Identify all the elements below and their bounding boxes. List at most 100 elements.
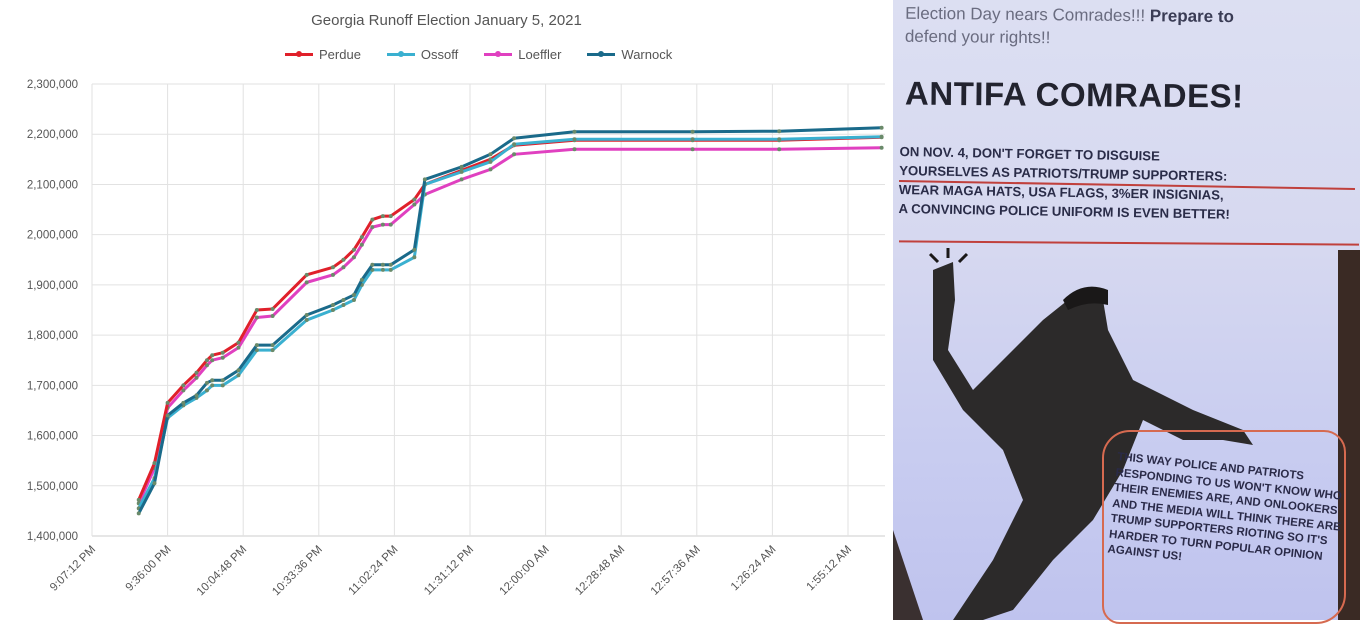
data-point-loeffler — [488, 167, 493, 172]
data-point-ossoff — [254, 348, 259, 353]
series-line-perdue — [137, 135, 882, 501]
x-tick-label: 12:57:36 AM — [649, 544, 703, 598]
data-point-ossoff — [236, 373, 241, 378]
data-point-ossoff — [512, 142, 517, 147]
data-point-ossoff — [220, 383, 225, 388]
data-point-loeffler — [879, 145, 884, 150]
data-point-warnock — [412, 247, 417, 252]
data-point-warnock — [370, 262, 375, 267]
legend-label: Warnock — [621, 47, 673, 62]
y-tick-label: 1,700,000 — [27, 380, 78, 392]
y-tick-label: 2,200,000 — [27, 129, 78, 141]
data-point-warnock — [204, 380, 209, 385]
data-point-perdue — [152, 461, 157, 466]
x-tick-label: 12:00:00 AM — [498, 544, 552, 598]
flyer-photo: Election Day nears Comrades!!! Prepare t… — [893, 0, 1360, 620]
data-point-loeffler — [370, 225, 375, 230]
data-point-warnock — [351, 292, 356, 297]
data-point-warnock — [690, 129, 695, 134]
data-point-ossoff — [388, 267, 393, 272]
data-point-warnock — [488, 152, 493, 157]
data-point-loeffler — [388, 222, 393, 227]
data-point-warnock — [152, 481, 157, 486]
legend-swatch — [484, 51, 513, 57]
data-point-perdue — [181, 383, 186, 388]
chart-title: Georgia Runoff Election January 5, 2021 — [311, 12, 582, 29]
data-point-loeffler — [304, 280, 309, 285]
data-point-loeffler — [254, 315, 259, 320]
legend-item-perdue: Perdue — [285, 47, 361, 62]
y-tick-label: 2,300,000 — [27, 79, 78, 91]
data-point-warnock — [220, 378, 225, 383]
data-point-ossoff — [210, 383, 215, 388]
data-point-loeffler — [341, 265, 346, 270]
data-point-loeffler — [572, 147, 577, 152]
data-point-warnock — [236, 368, 241, 373]
y-tick-label: 1,900,000 — [27, 280, 78, 292]
data-point-warnock — [879, 125, 884, 130]
data-point-warnock — [270, 343, 275, 348]
data-point-ossoff — [412, 255, 417, 260]
data-point-warnock — [459, 164, 464, 169]
data-point-ossoff — [304, 318, 309, 323]
data-point-perdue — [330, 265, 335, 270]
legend-item-loeffler: Loeffler — [484, 47, 561, 62]
data-point-perdue — [254, 308, 259, 312]
legend-swatch — [386, 51, 415, 57]
rioter-silhouette-illustration — [893, 248, 1360, 620]
data-point-loeffler — [330, 272, 335, 277]
data-point-warnock — [181, 400, 186, 405]
x-tick-label: 11:31:12 PM — [422, 544, 476, 598]
data-point-warnock — [572, 129, 577, 134]
data-point-perdue — [388, 214, 393, 219]
data-point-warnock — [165, 413, 170, 418]
data-point-loeffler — [220, 355, 225, 360]
series-line-loeffler — [137, 146, 882, 504]
data-point-ossoff — [204, 388, 209, 393]
data-point-ossoff — [380, 267, 385, 272]
data-point-perdue — [351, 247, 356, 252]
chart-legend: Perdue Ossoff Loeffler Warnock — [285, 47, 672, 62]
data-point-loeffler — [512, 152, 517, 157]
data-point-warnock — [254, 343, 259, 348]
data-point-perdue — [380, 214, 385, 219]
data-point-warnock — [304, 313, 309, 318]
data-point-ossoff — [341, 302, 346, 307]
data-point-ossoff — [690, 137, 695, 142]
legend-label: Perdue — [319, 47, 361, 62]
x-tick-label: 9:07:12 PM — [48, 544, 98, 594]
data-point-warnock — [777, 129, 782, 134]
x-tick-label: 10:04:48 PM — [195, 544, 250, 599]
data-point-loeffler — [270, 314, 275, 319]
legend-label: Ossoff — [420, 47, 459, 62]
data-point-loeffler — [194, 375, 199, 380]
data-point-loeffler — [412, 202, 417, 207]
data-point-warnock — [512, 136, 517, 141]
legend-item-ossoff: Ossoff — [386, 47, 459, 62]
data-point-ossoff — [330, 308, 335, 312]
y-tick-label: 2,100,000 — [27, 179, 78, 191]
data-point-loeffler — [459, 177, 464, 182]
data-point-loeffler — [210, 358, 215, 363]
data-point-ossoff — [270, 348, 275, 353]
x-tick-label: 1:55:12 AM — [804, 544, 854, 594]
data-point-loeffler — [351, 255, 356, 260]
data-point-perdue — [359, 235, 364, 240]
data-point-warnock — [210, 378, 215, 383]
data-point-perdue — [304, 272, 309, 277]
legend-item-warnock: Warnock — [587, 47, 672, 62]
data-point-loeffler — [359, 242, 364, 247]
data-point-warnock — [136, 511, 141, 516]
data-point-loeffler — [690, 147, 695, 152]
data-point-warnock — [341, 297, 346, 302]
legend-label: Loeffler — [518, 47, 562, 62]
data-point-ossoff — [879, 134, 884, 139]
y-tick-label: 2,000,000 — [27, 230, 78, 242]
x-tick-label: 10:33:36 PM — [270, 544, 325, 599]
data-point-ossoff — [459, 169, 464, 174]
data-point-warnock — [330, 302, 335, 307]
data-point-warnock — [388, 262, 393, 267]
data-point-perdue — [136, 497, 141, 502]
data-point-perdue — [220, 350, 225, 355]
y-tick-label: 1,600,000 — [27, 431, 78, 443]
